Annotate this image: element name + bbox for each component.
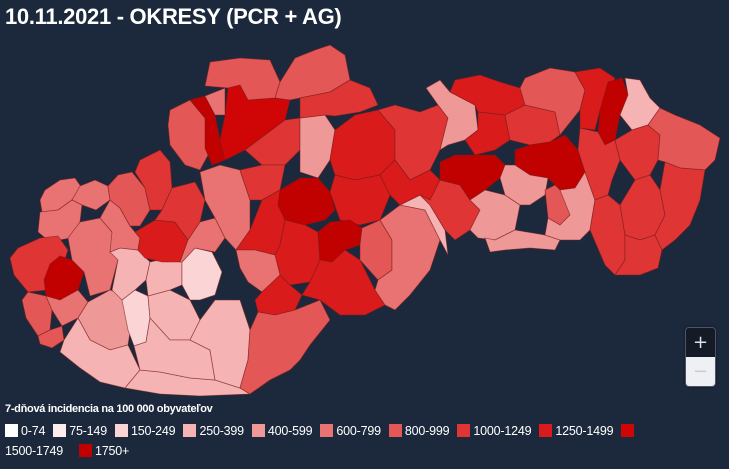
- district[interactable]: [277, 177, 336, 226]
- legend-swatch: [621, 424, 635, 437]
- legend-item[interactable]: 75-149: [53, 422, 107, 439]
- legend-swatch: [183, 424, 197, 437]
- legend-label: 1750+: [94, 443, 130, 458]
- district[interactable]: [204, 87, 226, 116]
- district[interactable]: [499, 164, 549, 206]
- legend-title: 7-dňová incidencia na 100 000 obyvateľov: [5, 403, 213, 415]
- legend-item[interactable]: 400-599: [251, 422, 313, 439]
- district[interactable]: [299, 79, 379, 119]
- legend-swatch: [5, 424, 18, 437]
- legend: 7-dňová incidencia na 100 000 obyvateľov…: [5, 403, 725, 459]
- legend-swatch: [388, 424, 402, 437]
- district[interactable]: [179, 217, 226, 263]
- choropleth-map[interactable]: [0, 40, 729, 400]
- legend-swatch: [320, 424, 334, 437]
- legend-item[interactable]: 1250-1499: [539, 422, 614, 439]
- zoom-in-button[interactable]: +: [686, 328, 715, 357]
- legend-swatch: [251, 424, 265, 437]
- legend-item[interactable]: 800-999: [388, 422, 450, 439]
- map-svg[interactable]: [0, 40, 729, 400]
- legend-label: 1000-1249: [473, 423, 532, 438]
- legend-item[interactable]: 600-799: [320, 422, 381, 439]
- legend-label: 800-999: [404, 423, 450, 438]
- district[interactable]: [239, 299, 331, 395]
- legend-label: 150-249: [130, 423, 176, 438]
- legend-label: 0-74: [21, 423, 46, 438]
- legend-label: 1250-1499: [555, 423, 614, 438]
- district[interactable]: [199, 164, 251, 251]
- legend-item[interactable]: 150-249: [114, 422, 176, 439]
- district[interactable]: [577, 127, 621, 201]
- legend-item[interactable]: 1750+: [78, 442, 130, 459]
- district[interactable]: [107, 171, 151, 227]
- district[interactable]: [519, 67, 586, 136]
- legend-item[interactable]: 0-74: [5, 422, 45, 439]
- legend-swatch: [53, 424, 67, 437]
- legend-label: 400-599: [267, 423, 313, 438]
- district[interactable]: [244, 117, 301, 166]
- legend-label: 600-799: [336, 423, 381, 438]
- legend-swatch: [114, 424, 128, 437]
- district[interactable]: [574, 67, 616, 131]
- district[interactable]: [329, 174, 391, 226]
- district[interactable]: [67, 217, 119, 297]
- district[interactable]: [145, 257, 183, 297]
- district[interactable]: [299, 114, 336, 179]
- legend-label: 250-399: [199, 423, 244, 438]
- district[interactable]: [204, 57, 281, 101]
- district[interactable]: [544, 171, 596, 241]
- district[interactable]: [614, 124, 661, 181]
- legend-swatch: [539, 424, 553, 437]
- legend-label: 1500-1749: [5, 443, 63, 458]
- legend-swatch: [78, 444, 92, 457]
- legend-item[interactable]: 1500-1749: [5, 442, 71, 459]
- legend-label: 75-149: [69, 423, 107, 438]
- legend-item[interactable]: [621, 422, 637, 439]
- page-title: 10.11.2021 - OKRESY (PCR + AG): [5, 4, 342, 29]
- legend-items: 0-74 75-149 150-249 250-399 400-599 600-…: [5, 422, 725, 459]
- legend-item[interactable]: 1000-1249: [457, 422, 532, 439]
- district[interactable]: [589, 194, 626, 276]
- district[interactable]: [654, 161, 706, 251]
- zoom-out-button[interactable]: −: [686, 357, 715, 386]
- zoom-control: + −: [685, 327, 716, 387]
- legend-item[interactable]: 250-399: [183, 422, 244, 439]
- district[interactable]: [484, 229, 561, 253]
- legend-swatch: [457, 424, 471, 437]
